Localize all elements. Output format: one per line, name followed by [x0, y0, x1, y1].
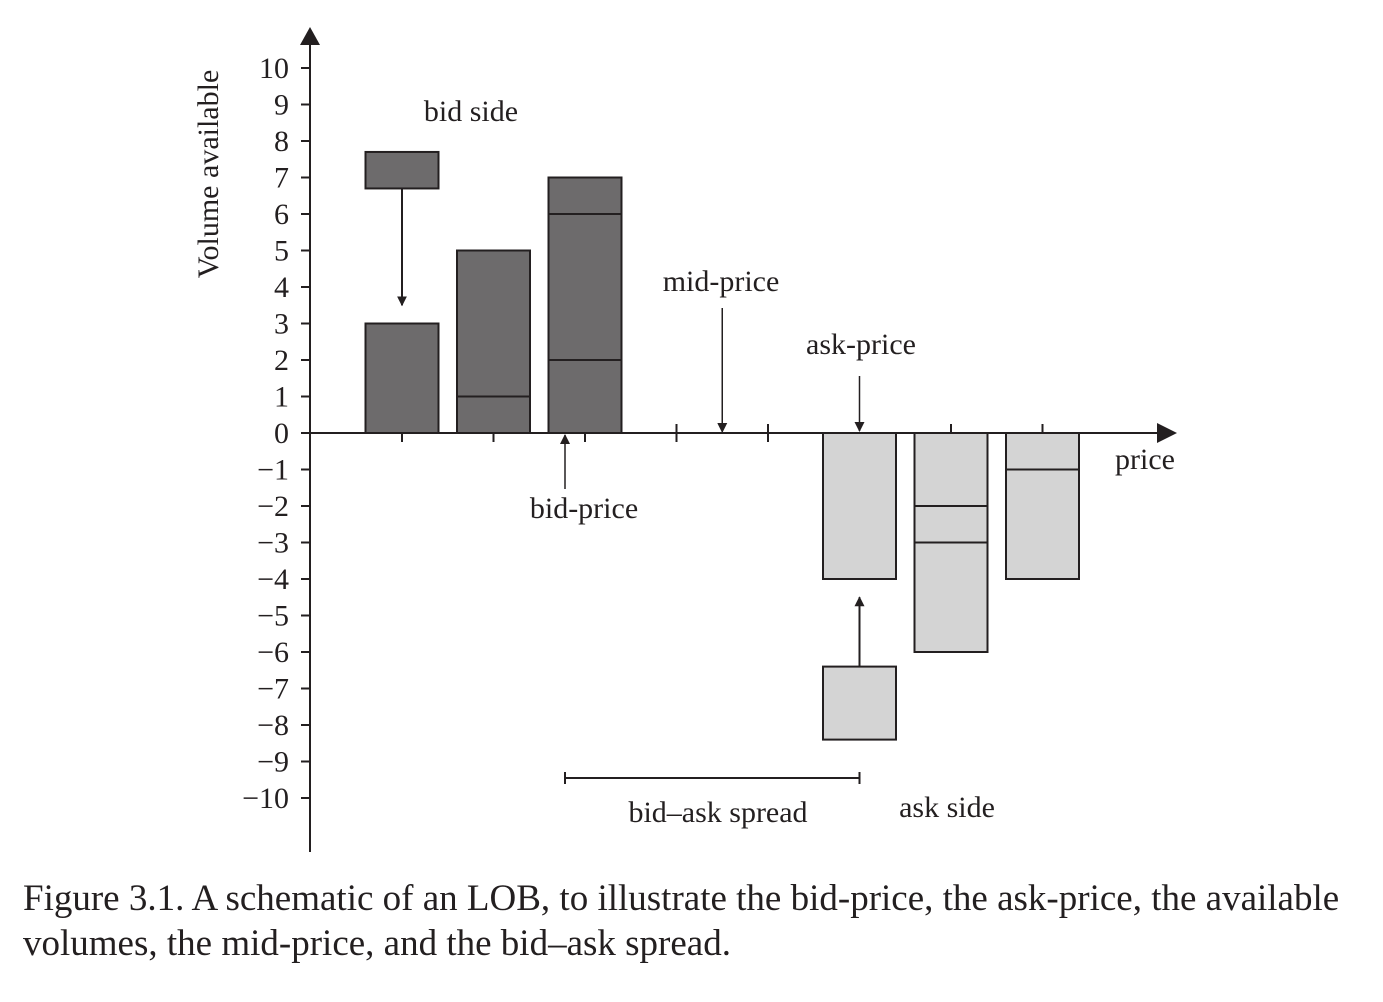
- y-tick-label: 2: [274, 344, 289, 377]
- y-tick-label: −7: [257, 673, 289, 706]
- y-tick-label: −8: [257, 709, 289, 742]
- figure-caption: Figure 3.1. A schematic of an LOB, to il…: [23, 878, 1340, 964]
- y-tick-label: 9: [274, 89, 289, 122]
- y-tick-label: −1: [257, 454, 289, 487]
- mid-price-label: mid-price: [663, 265, 780, 298]
- incoming-bid-order: [364, 150, 440, 190]
- bid-price-label: bid-price: [530, 492, 638, 525]
- bid-bar: [456, 249, 531, 434]
- y-tick-label: −10: [242, 782, 289, 815]
- bid-side-label: bid side: [424, 95, 518, 128]
- x-axis-arrow-icon: [1157, 423, 1177, 443]
- y-tick-label: −2: [257, 490, 289, 523]
- bid-bar: [547, 176, 623, 434]
- y-tick-label: −6: [257, 636, 289, 669]
- spread-label: bid–ask spread: [628, 796, 807, 829]
- bid-bar: [364, 322, 440, 434]
- ask-price-label: ask-price: [806, 328, 916, 361]
- y-tick-label: 6: [274, 198, 289, 231]
- lob-chart: 10 98 76 54 32 10 −1−2 −3−4 −5−6 −7−8 −9−10 Volume…: [192, 27, 1177, 852]
- y-tick-label: 8: [274, 125, 289, 158]
- y-tick-label: −5: [257, 600, 289, 633]
- y-tick-label: −3: [257, 527, 289, 560]
- y-tick-label: 5: [274, 235, 289, 268]
- x-axis-label: price: [1115, 443, 1175, 476]
- ask-bar: [1005, 432, 1080, 580]
- ask-bar: [822, 432, 897, 580]
- y-tick-label: 7: [274, 162, 289, 195]
- y-tick-label: −4: [257, 563, 289, 596]
- y-axis-label: Volume available: [192, 70, 225, 279]
- y-tick-label: 3: [274, 308, 289, 341]
- y-tick-label: 0: [274, 417, 289, 450]
- y-tick-label: −9: [257, 746, 289, 779]
- y-tick-label: 1: [274, 381, 289, 414]
- y-tick-label: 4: [274, 271, 289, 304]
- y-tick-label: 10: [259, 52, 289, 85]
- y-axis-arrow-icon: [300, 27, 320, 45]
- ask-side-label: ask side: [899, 791, 995, 824]
- incoming-ask-order: [822, 665, 897, 741]
